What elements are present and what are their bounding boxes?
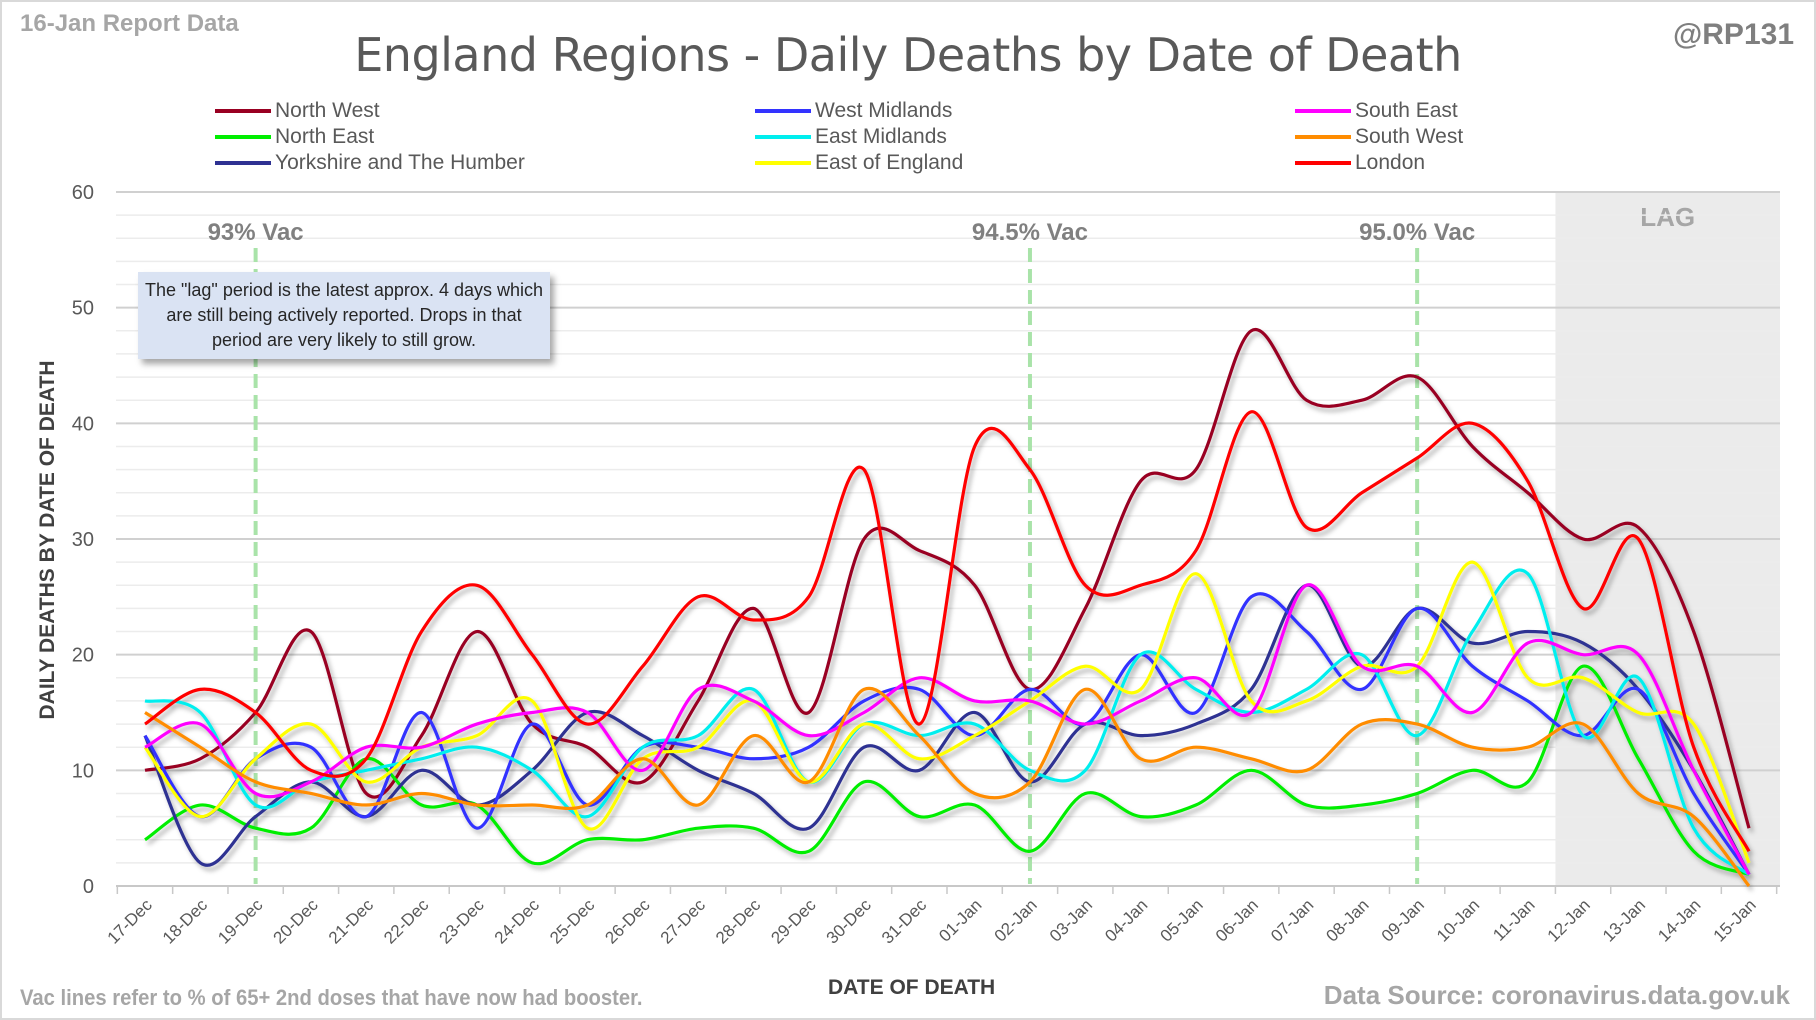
x-tick-label: 03-Jan <box>1046 895 1096 945</box>
legend-swatch <box>215 161 271 165</box>
x-tick-label: 20-Dec <box>270 895 323 948</box>
footnote: Vac lines refer to % of 65+ 2nd doses th… <box>20 985 643 1010</box>
legend-label: Yorkshire and The Humber <box>275 151 525 174</box>
y-tick-label: 40 <box>72 413 94 435</box>
vac-line-label: 95.0% Vac <box>1359 219 1475 246</box>
x-tick-label: 06-Jan <box>1212 895 1262 945</box>
legend-label: East of England <box>815 151 964 174</box>
series-line-east-midlands <box>144 568 1751 876</box>
y-tick-label: 20 <box>72 645 94 667</box>
legend-label: North West <box>275 99 380 122</box>
legend-item: North East <box>215 124 374 150</box>
x-tick-label: 21-Dec <box>325 895 378 948</box>
x-tick-label: 22-Dec <box>380 895 433 948</box>
data-source: Data Source: coronavirus.data.gov.uk <box>1323 980 1790 1010</box>
x-tick-label: 31-Dec <box>878 895 931 948</box>
x-tick-label: 10-Jan <box>1433 895 1483 945</box>
x-tick-label: 13-Jan <box>1599 895 1649 945</box>
x-tick-label: 12-Jan <box>1544 895 1594 945</box>
legend-item: North West <box>215 98 380 124</box>
legend-item: East Midlands <box>755 124 947 150</box>
x-tick-label: 11-Jan <box>1489 895 1538 944</box>
legend-swatch <box>755 135 811 139</box>
vac-line-label: 93% Vac <box>208 219 304 246</box>
x-tick-label: 23-Dec <box>435 895 488 948</box>
legend-item: South East <box>1295 98 1458 124</box>
legend-item: West Midlands <box>755 98 952 124</box>
x-tick-label: 05-Jan <box>1157 895 1207 945</box>
legend-label: London <box>1355 151 1426 174</box>
legend-label: West Midlands <box>815 99 953 122</box>
legend-label: South West <box>1355 125 1464 148</box>
x-tick-label: 28-Dec <box>712 895 765 948</box>
legend-swatch <box>1295 135 1351 139</box>
legend-swatch <box>215 135 271 139</box>
series-line-north-east <box>144 664 1750 876</box>
legend-item: South West <box>1295 124 1463 150</box>
x-tick-label: 14-Jan <box>1654 895 1704 945</box>
y-tick-label: 10 <box>72 760 94 782</box>
series-line-london <box>144 410 1751 853</box>
chart-title: England Regions - Daily Deaths by Date o… <box>354 28 1462 82</box>
legend-swatch <box>755 161 811 165</box>
series-line-south-east <box>144 583 1751 876</box>
legend-label: East Midlands <box>815 125 947 148</box>
x-tick-label: 08-Jan <box>1322 895 1372 945</box>
x-tick-label: 07-Jan <box>1267 895 1317 945</box>
legend-swatch <box>1295 109 1351 113</box>
x-tick-label: 09-Jan <box>1378 895 1428 945</box>
series-line-north-west <box>144 327 1751 829</box>
series-line-west-midlands <box>143 592 1751 876</box>
legend-item: Yorkshire and The Humber <box>215 150 525 176</box>
series-line-yorkshire-and-the-humber <box>143 583 1751 876</box>
series-group <box>143 327 1751 887</box>
lag-note-box: The "lag" period is the latest approx. 4… <box>138 272 550 359</box>
legend-label: South East <box>1355 99 1458 122</box>
x-tick-label: 01-Jan <box>935 895 985 945</box>
y-tick-label: 50 <box>72 298 94 320</box>
x-tick-label: 27-Dec <box>657 895 710 948</box>
legend-item: London <box>1295 150 1425 176</box>
vac-line-label: 94.5% Vac <box>972 219 1088 246</box>
x-tick-label: 19-Dec <box>214 895 267 948</box>
report-date-label: 16-Jan Report Data <box>20 10 239 37</box>
x-tick-label: 24-Dec <box>491 895 544 948</box>
x-tick-label: 18-Dec <box>159 895 212 948</box>
legend-swatch <box>755 109 811 113</box>
x-tick-label: 17-Dec <box>104 895 157 948</box>
legend-item: East of England <box>755 150 963 176</box>
legend-label: North East <box>275 125 375 148</box>
lag-region-label: LAG <box>1640 202 1695 232</box>
author-handle: @RP131 <box>1673 18 1794 51</box>
x-axis-label: DATE OF DEATH <box>828 976 996 999</box>
series-line-south-west <box>144 686 1751 887</box>
x-tick-label: 26-Dec <box>601 895 654 948</box>
x-tick-label: 15-Jan <box>1710 895 1760 945</box>
y-tick-label: 30 <box>72 529 94 551</box>
y-axis-label: DAILY DEATHS BY DATE OF DEATH <box>36 360 59 720</box>
x-tick-label: 29-Dec <box>767 895 820 948</box>
y-tick-label: 0 <box>83 876 94 898</box>
x-tick-label: 25-Dec <box>546 895 599 948</box>
x-tick-label: 04-Jan <box>1101 895 1151 945</box>
x-tick-label: 30-Dec <box>823 895 876 948</box>
y-tick-label: 60 <box>72 182 94 204</box>
legend-swatch <box>1295 161 1351 165</box>
x-tick-label: 02-Jan <box>991 895 1041 945</box>
legend-swatch <box>215 109 271 113</box>
